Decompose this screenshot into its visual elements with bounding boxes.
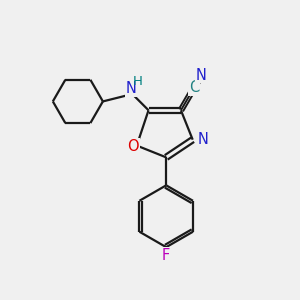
Text: N: N [196,68,207,82]
Text: N: N [198,132,209,147]
Text: F: F [162,248,170,263]
Text: O: O [128,139,139,154]
Text: H: H [133,75,142,88]
Text: C: C [189,80,199,95]
Text: N: N [125,81,136,96]
